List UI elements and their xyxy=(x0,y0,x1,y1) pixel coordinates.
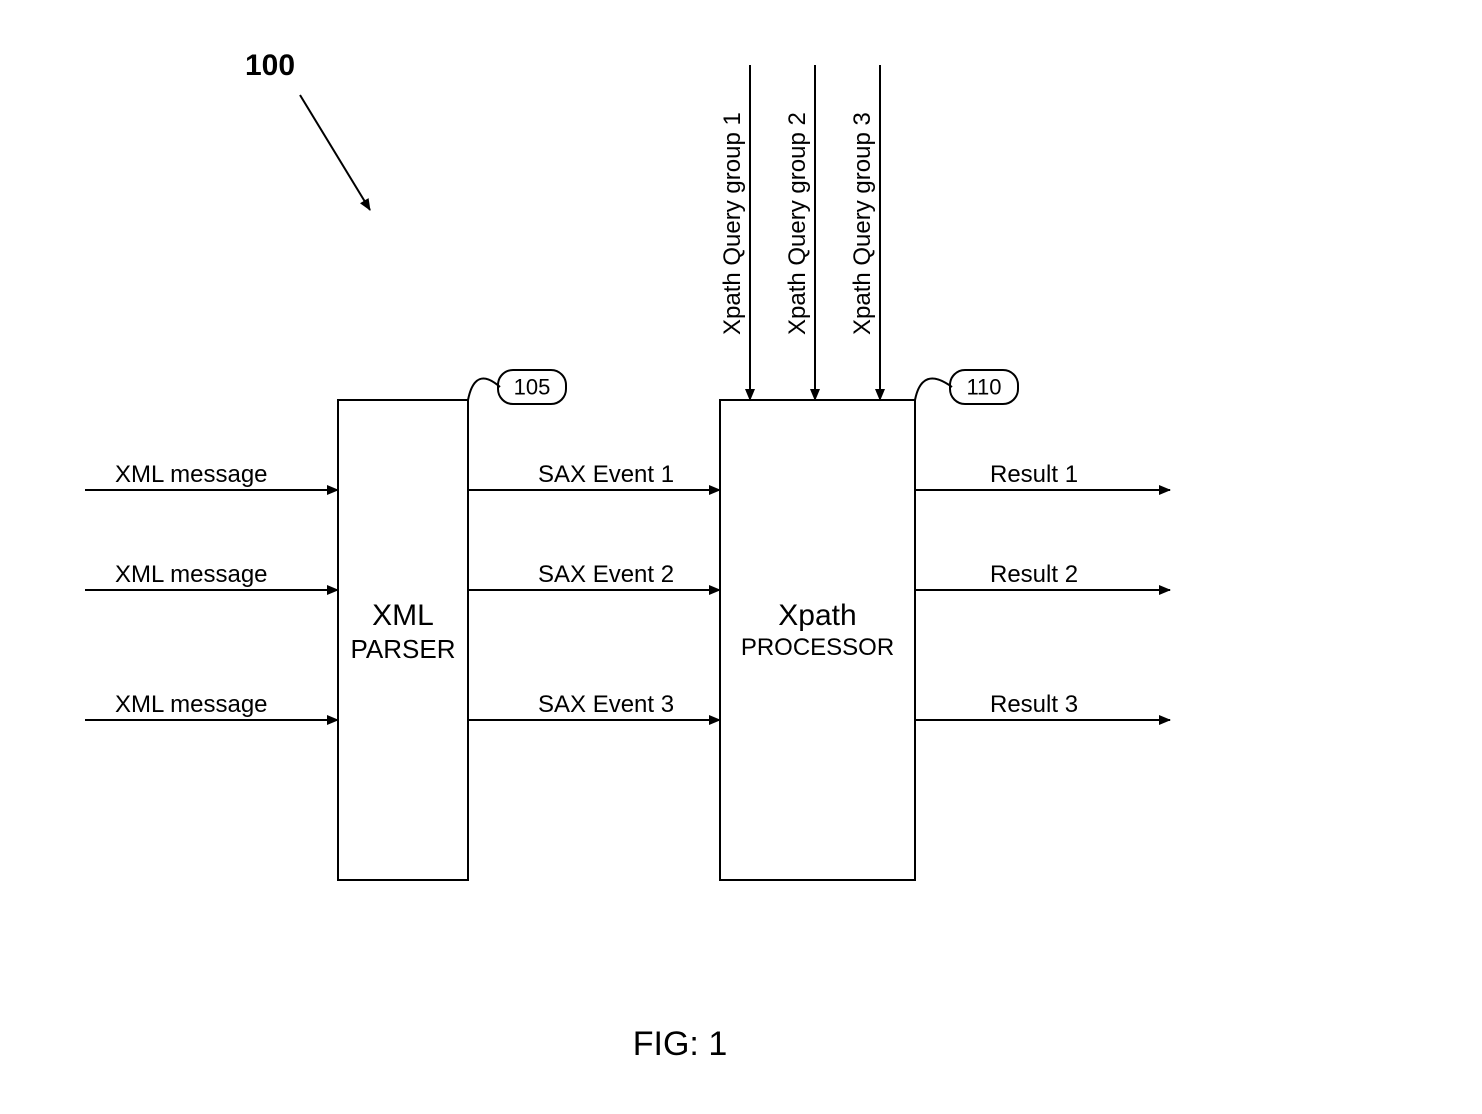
xpath-query-label-2: Xpath Query group 2 xyxy=(784,112,811,335)
figure-ref-arrow xyxy=(300,95,370,210)
parser-callout-hook xyxy=(468,379,500,400)
xml-message-label-1: XML message xyxy=(115,461,268,488)
figure-ref-label: 100 xyxy=(245,49,295,82)
parser-callout-number: 105 xyxy=(514,375,551,400)
sax-event-label-2: SAX Event 2 xyxy=(538,561,674,588)
result-label-1: Result 1 xyxy=(990,461,1078,488)
parser-label-line1: XML xyxy=(372,599,434,632)
figure-caption: FIG: 1 xyxy=(633,1025,727,1063)
sax-event-label-3: SAX Event 3 xyxy=(538,691,674,718)
processor-label-line1: Xpath xyxy=(778,599,856,632)
processor-callout-number: 110 xyxy=(966,375,1001,400)
xml-xpath-diagram: 100 XMLPARSER XpathPROCESSOR 105 110 XML mess… xyxy=(0,0,1482,1114)
xml-message-label-3: XML message xyxy=(115,691,268,718)
result-label-2: Result 2 xyxy=(990,561,1078,588)
parser-label-line2: PARSER xyxy=(351,634,456,664)
xpath-query-label-1: Xpath Query group 1 xyxy=(719,112,746,335)
xml-message-label-2: XML message xyxy=(115,561,268,588)
sax-event-label-1: SAX Event 1 xyxy=(538,461,674,488)
xpath-query-label-3: Xpath Query group 3 xyxy=(849,112,876,335)
processor-callout-hook xyxy=(915,379,952,400)
result-label-3: Result 3 xyxy=(990,691,1078,718)
processor-label-line2: PROCESSOR xyxy=(741,634,894,661)
